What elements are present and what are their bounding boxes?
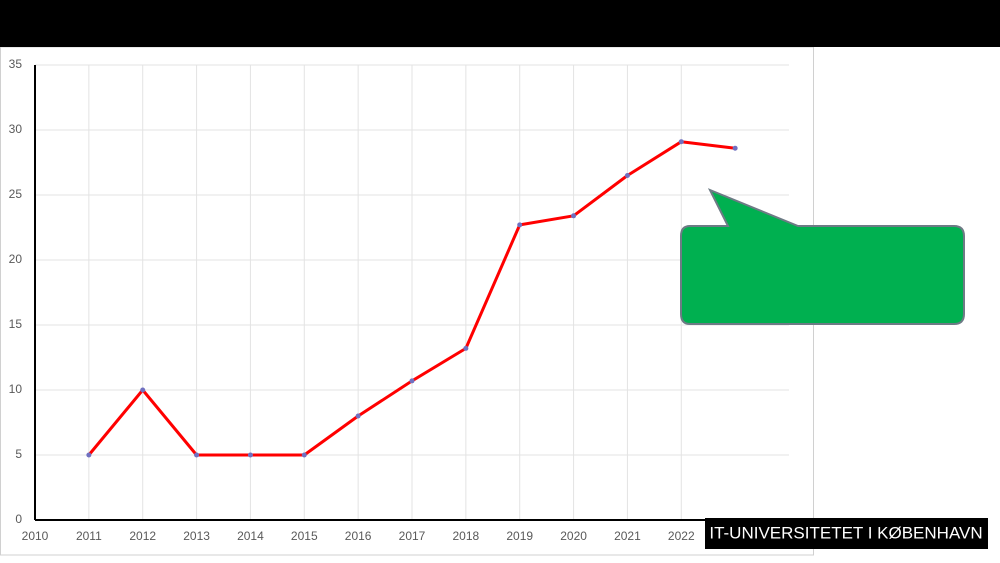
logo-text: IT-UNIVERSITETET I KØBENHAVN — [709, 523, 982, 542]
y-tick-label: 10 — [9, 382, 23, 396]
x-tick-label: 2014 — [237, 529, 264, 543]
data-point — [732, 145, 738, 151]
x-tick-label: 2021 — [614, 529, 641, 543]
callout-bubble — [680, 188, 965, 325]
plot: 0 5 10 15 20 25 30 35 2010 2011 2012 2013 2014 2015 20… — [9, 57, 789, 543]
data-point — [301, 452, 307, 458]
x-tick-label: 2010 — [22, 529, 49, 543]
x-tick-label: 2018 — [453, 529, 480, 543]
x-tick-label: 2019 — [506, 529, 533, 543]
x-tick-label: 2016 — [345, 529, 372, 543]
data-point — [571, 213, 577, 219]
data-point — [355, 413, 361, 419]
chart-frame — [0, 46, 814, 556]
x-tick-label: 2022 — [668, 529, 695, 543]
x-tick-label: 2012 — [129, 529, 156, 543]
logo-box — [705, 518, 988, 549]
data-point — [86, 452, 92, 458]
data-point — [517, 222, 523, 228]
y-tick-label: 35 — [9, 57, 23, 71]
data-point — [194, 452, 200, 458]
data-point — [678, 139, 684, 145]
y-tick-label: 30 — [9, 122, 23, 136]
data-point — [140, 387, 146, 393]
x-tick-label: 2015 — [291, 529, 318, 543]
y-tick-label: 15 — [9, 317, 23, 331]
y-tick-label: 5 — [15, 447, 22, 461]
y-tick-label: 25 — [9, 187, 23, 201]
x-tick-label: 2011 — [76, 529, 102, 543]
data-point — [463, 345, 469, 351]
data-point — [624, 173, 630, 178]
data-point — [409, 378, 415, 384]
top-bar — [0, 0, 1000, 47]
y-tick-label: 0 — [15, 512, 22, 526]
y-tick-label: 20 — [9, 252, 23, 266]
x-tick-label: 2013 — [183, 529, 210, 543]
x-tick-label: 2017 — [399, 529, 426, 543]
data-point — [247, 452, 253, 458]
x-tick-label: 2020 — [560, 529, 587, 543]
